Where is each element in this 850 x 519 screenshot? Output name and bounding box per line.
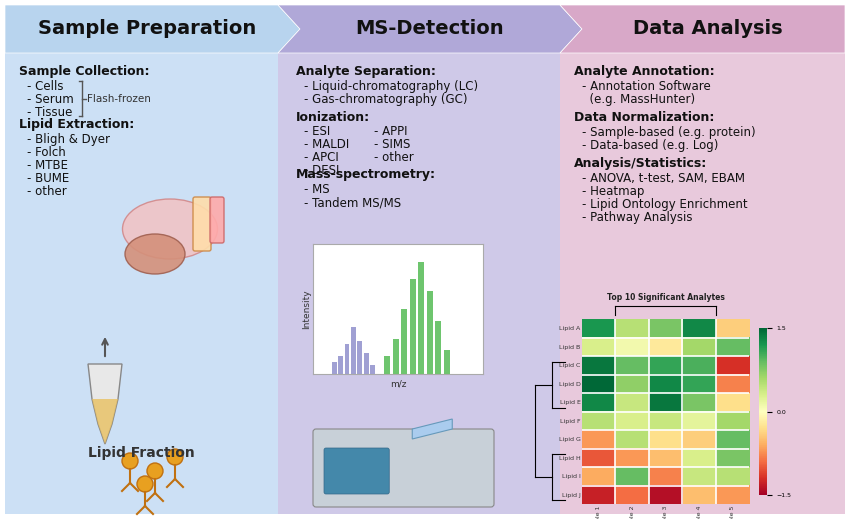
Polygon shape: [560, 53, 845, 514]
Text: (e.g. MassHunter): (e.g. MassHunter): [582, 93, 695, 106]
Title: Top 10 Significant Analytes: Top 10 Significant Analytes: [607, 293, 724, 302]
Text: - Heatmap: - Heatmap: [582, 185, 644, 198]
Circle shape: [147, 463, 163, 479]
Text: Sample Collection:: Sample Collection:: [19, 65, 150, 78]
Text: Analyte Separation:: Analyte Separation:: [296, 65, 436, 78]
Text: Data Analysis: Data Analysis: [633, 20, 783, 38]
Circle shape: [167, 449, 183, 465]
Text: - DESI: - DESI: [304, 164, 339, 177]
Text: - Tissue: - Tissue: [27, 106, 72, 119]
Text: - other: - other: [27, 185, 67, 198]
Bar: [444, 350, 450, 374]
Polygon shape: [560, 5, 845, 53]
Text: Sample Preparation: Sample Preparation: [38, 20, 256, 38]
Y-axis label: Intensity: Intensity: [303, 289, 312, 329]
Polygon shape: [278, 53, 560, 514]
Text: - MALDI: - MALDI: [304, 138, 349, 151]
Text: - Sample-based (e.g. protein): - Sample-based (e.g. protein): [582, 126, 756, 139]
Text: Analyte Annotation:: Analyte Annotation:: [574, 65, 715, 78]
Text: - Serum: - Serum: [27, 93, 74, 106]
Text: - Cells: - Cells: [27, 80, 64, 93]
FancyBboxPatch shape: [324, 448, 389, 494]
Text: - Gas-chromatography (GC): - Gas-chromatography (GC): [304, 93, 468, 106]
Text: MS-Detection: MS-Detection: [355, 20, 504, 38]
Text: - MTBE: - MTBE: [27, 159, 68, 172]
Bar: [332, 362, 337, 374]
Text: - Lipid Ontology Enrichment: - Lipid Ontology Enrichment: [582, 198, 748, 211]
Polygon shape: [88, 364, 122, 444]
Text: - Tandem MS/MS: - Tandem MS/MS: [304, 196, 401, 209]
Text: - SIMS: - SIMS: [374, 138, 411, 151]
X-axis label: m/z: m/z: [390, 379, 406, 389]
Text: - MS: - MS: [304, 183, 330, 196]
Bar: [393, 338, 399, 374]
Text: - Folch: - Folch: [27, 146, 65, 159]
Bar: [418, 262, 424, 374]
Bar: [401, 309, 407, 374]
Polygon shape: [92, 399, 118, 444]
Text: - ANOVA, t-test, SAM, EBAM: - ANOVA, t-test, SAM, EBAM: [582, 172, 745, 185]
FancyBboxPatch shape: [210, 197, 224, 243]
Bar: [427, 291, 433, 374]
Text: - Bligh & Dyer: - Bligh & Dyer: [27, 133, 110, 146]
Text: Analysis/Statistics:: Analysis/Statistics:: [574, 157, 707, 170]
Polygon shape: [412, 419, 452, 439]
Text: Lipid Fraction: Lipid Fraction: [88, 446, 195, 460]
Text: - Annotation Software: - Annotation Software: [582, 80, 711, 93]
Text: Data Normalization:: Data Normalization:: [574, 111, 714, 124]
Polygon shape: [278, 5, 582, 53]
Circle shape: [122, 453, 138, 469]
Text: - other: - other: [374, 151, 414, 164]
Polygon shape: [5, 53, 278, 514]
FancyBboxPatch shape: [193, 197, 211, 251]
Text: - Data-based (e.g. Log): - Data-based (e.g. Log): [582, 139, 718, 152]
Text: - BUME: - BUME: [27, 172, 69, 185]
Text: - Liquid-chromatography (LC): - Liquid-chromatography (LC): [304, 80, 478, 93]
Text: - APPI: - APPI: [374, 125, 407, 138]
Text: Flash-frozen: Flash-frozen: [87, 94, 151, 104]
Ellipse shape: [125, 234, 185, 274]
Text: Mass-spectrometry:: Mass-spectrometry:: [296, 168, 436, 181]
Bar: [357, 341, 362, 374]
Bar: [338, 356, 343, 374]
Bar: [364, 353, 369, 374]
Text: - APCI: - APCI: [304, 151, 339, 164]
Text: - Pathway Analysis: - Pathway Analysis: [582, 211, 693, 224]
Polygon shape: [5, 5, 300, 53]
Bar: [410, 279, 416, 374]
Text: - ESI: - ESI: [304, 125, 331, 138]
Ellipse shape: [122, 199, 218, 259]
FancyBboxPatch shape: [313, 429, 494, 507]
Circle shape: [137, 476, 153, 492]
Bar: [384, 356, 390, 374]
Bar: [370, 364, 375, 374]
Bar: [351, 327, 356, 374]
Text: Ionization:: Ionization:: [296, 111, 370, 124]
Bar: [435, 321, 441, 374]
Bar: [344, 345, 349, 374]
Text: Lipid Extraction:: Lipid Extraction:: [19, 118, 134, 131]
